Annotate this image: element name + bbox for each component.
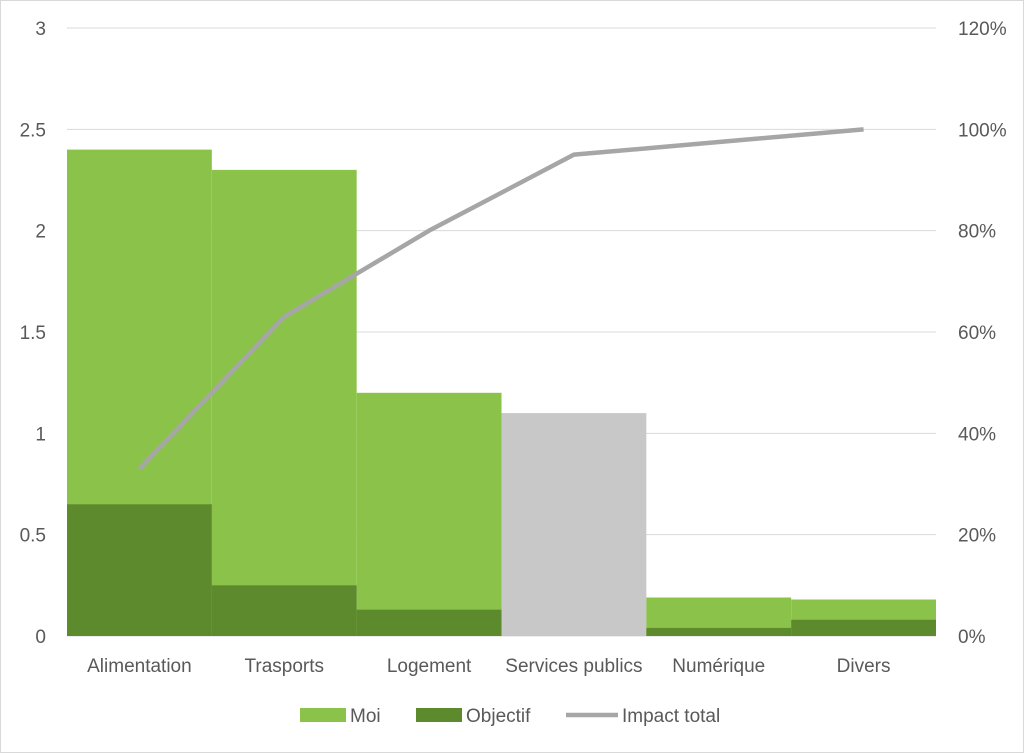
objectif-bar	[356, 609, 502, 636]
objectif-bars	[67, 504, 936, 636]
legend-swatch	[300, 708, 346, 722]
left-tick-label: 1.5	[20, 323, 46, 344]
right-tick-label: 120%	[958, 19, 1007, 40]
left-tick-label: 0	[35, 627, 46, 648]
left-axis-ticks: 0 0.5 1 1.5 2 2.5 3	[20, 19, 46, 648]
objectif-bar	[211, 585, 357, 636]
right-tick-label: 100%	[958, 120, 1007, 141]
moi-bar	[501, 413, 647, 636]
moi-bar	[356, 392, 502, 636]
objectif-bar	[646, 627, 792, 636]
impact-total-line-group	[137, 127, 864, 471]
right-tick-label: 40%	[958, 424, 996, 445]
left-tick-label: 2	[35, 222, 46, 243]
legend-label: Moi	[350, 706, 381, 727]
legend: Moi Objectif Impact total	[300, 706, 720, 727]
category-labels: Alimentation Trasports Logement Services pu…	[87, 656, 890, 677]
legend-label: Objectif	[466, 706, 531, 727]
category-label: Divers	[837, 656, 891, 677]
left-tick-label: 0.5	[20, 526, 46, 547]
left-tick-label: 2.5	[20, 120, 46, 141]
category-label: Trasports	[244, 656, 324, 677]
right-tick-label: 80%	[958, 222, 996, 243]
legend-label: Impact total	[622, 706, 720, 727]
legend-swatch	[416, 708, 462, 722]
left-tick-label: 1	[35, 424, 46, 445]
right-axis-ticks: 0% 20% 40% 60% 80% 100% 120%	[958, 19, 1007, 648]
category-label: Numérique	[672, 656, 765, 677]
right-tick-label: 0%	[958, 627, 986, 648]
category-label: Alimentation	[87, 656, 192, 677]
category-label: Services publics	[505, 656, 642, 677]
right-tick-label: 60%	[958, 323, 996, 344]
impact-total-line	[137, 127, 864, 471]
moi-bar	[211, 169, 357, 636]
objectif-bar	[791, 619, 936, 636]
right-tick-label: 20%	[958, 526, 996, 547]
objectif-bar	[67, 504, 212, 636]
left-tick-label: 3	[35, 19, 46, 40]
category-label: Logement	[387, 656, 472, 677]
